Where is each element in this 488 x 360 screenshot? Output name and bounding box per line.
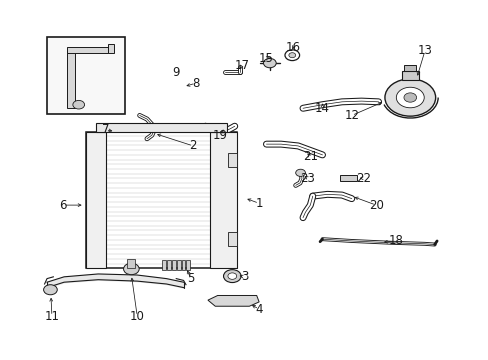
Bar — [171, 260, 175, 270]
Bar — [401, 71, 418, 80]
Bar — [181, 260, 185, 270]
Bar — [176, 260, 180, 270]
Bar — [86, 132, 237, 268]
Text: 21: 21 — [302, 150, 317, 163]
Text: 15: 15 — [259, 51, 273, 64]
Bar — [86, 132, 105, 268]
Bar — [47, 37, 125, 114]
Circle shape — [263, 58, 276, 68]
Bar — [404, 64, 415, 71]
Text: 11: 11 — [44, 310, 59, 323]
Bar — [127, 259, 135, 268]
Text: 20: 20 — [368, 199, 383, 212]
Text: 7: 7 — [102, 123, 109, 136]
Circle shape — [223, 270, 241, 283]
Text: 4: 4 — [255, 303, 263, 316]
Text: 3: 3 — [240, 270, 248, 283]
Text: 9: 9 — [172, 66, 180, 79]
Text: 14: 14 — [314, 102, 329, 115]
Text: 2: 2 — [189, 139, 197, 152]
Text: 6: 6 — [59, 199, 67, 212]
Text: 13: 13 — [417, 44, 431, 57]
Text: 22: 22 — [356, 172, 371, 185]
Circle shape — [384, 79, 435, 116]
Circle shape — [227, 273, 236, 279]
Text: 17: 17 — [234, 59, 249, 72]
Bar — [228, 232, 237, 246]
Polygon shape — [207, 296, 259, 306]
Text: 16: 16 — [285, 41, 300, 54]
Bar — [339, 175, 356, 181]
Bar — [228, 153, 237, 167]
Circle shape — [43, 285, 57, 295]
Text: 8: 8 — [192, 77, 199, 90]
Text: 1: 1 — [255, 197, 263, 210]
Bar — [162, 260, 165, 270]
Text: 12: 12 — [344, 109, 359, 122]
Bar — [66, 47, 108, 53]
Bar — [108, 44, 114, 53]
Text: 10: 10 — [129, 310, 144, 323]
Text: 19: 19 — [212, 129, 227, 142]
Bar — [96, 123, 227, 132]
Circle shape — [73, 100, 84, 109]
Text: 23: 23 — [300, 172, 315, 185]
Circle shape — [123, 263, 139, 275]
Bar — [66, 51, 75, 108]
Bar — [166, 260, 170, 270]
Circle shape — [295, 169, 305, 176]
Circle shape — [396, 87, 424, 108]
Circle shape — [403, 93, 416, 102]
Text: 18: 18 — [387, 234, 402, 247]
Text: 5: 5 — [187, 272, 194, 285]
Circle shape — [288, 53, 295, 58]
Bar — [186, 260, 190, 270]
Circle shape — [285, 50, 299, 60]
Bar — [210, 132, 237, 268]
